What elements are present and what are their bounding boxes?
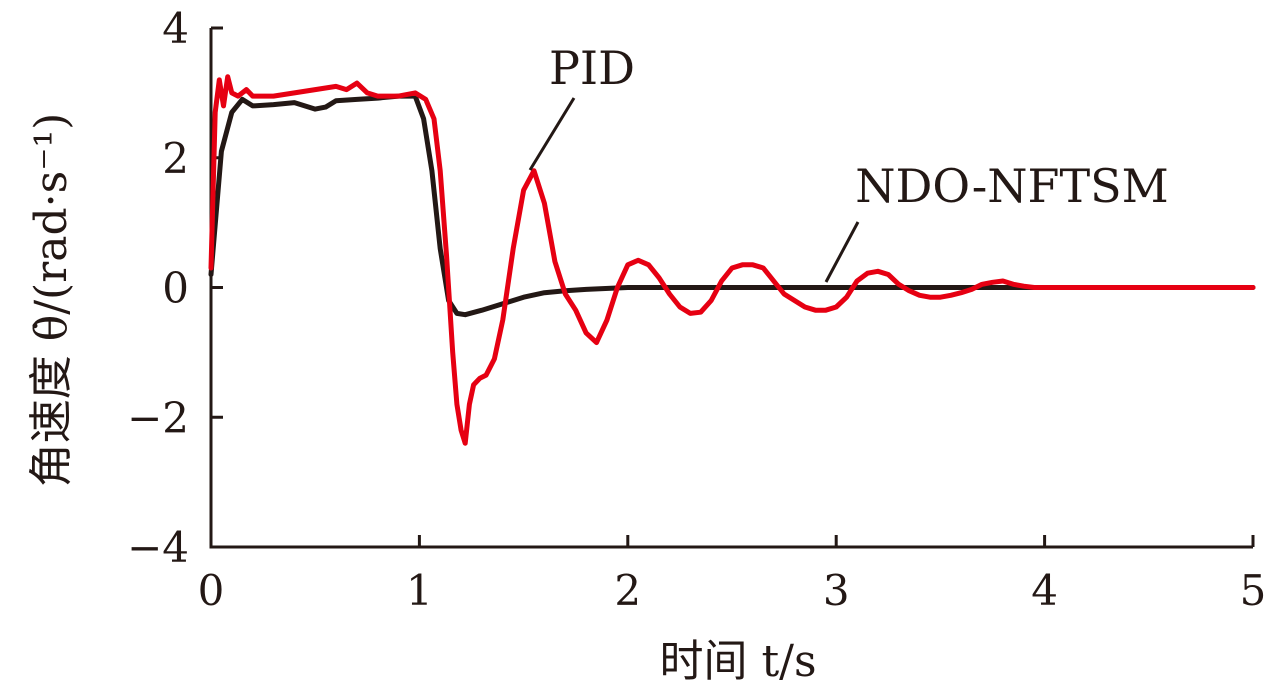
x-tick-label: 1 <box>406 566 433 615</box>
y-tick-label: 0 <box>162 264 189 313</box>
series-line-pid <box>208 74 1256 446</box>
annotation-ndo-nftsm: NDO-NFTSM <box>855 159 1169 213</box>
series-line-ndo-nftsm <box>208 93 1256 318</box>
annotation-pid: PID <box>549 41 635 95</box>
x-tick-label: 3 <box>823 566 850 615</box>
y-axis-label: 角速度 θ̇/(rad·s⁻¹) <box>26 113 77 488</box>
x-tick-label: 0 <box>198 566 225 615</box>
annotation-ndo-nftsm-leader <box>824 221 860 283</box>
series <box>208 74 1256 446</box>
y-tick-label: −2 <box>127 393 189 442</box>
annotations: PID NDO-NFTSM <box>528 41 1169 283</box>
tick-labels: 0 1 2 3 4 5 4 2 0 −2 −4 <box>127 4 1264 615</box>
y-tick-label: 4 <box>162 4 189 53</box>
y-tick-label: −4 <box>127 523 189 572</box>
x-tick-label: 2 <box>614 566 641 615</box>
x-tick-label: 4 <box>1031 566 1058 615</box>
x-axis-label: 时间 t/s <box>659 636 816 687</box>
annotation-pid-leader <box>528 97 576 171</box>
x-tick-label: 5 <box>1240 566 1264 615</box>
y-tick-label: 2 <box>162 134 189 183</box>
